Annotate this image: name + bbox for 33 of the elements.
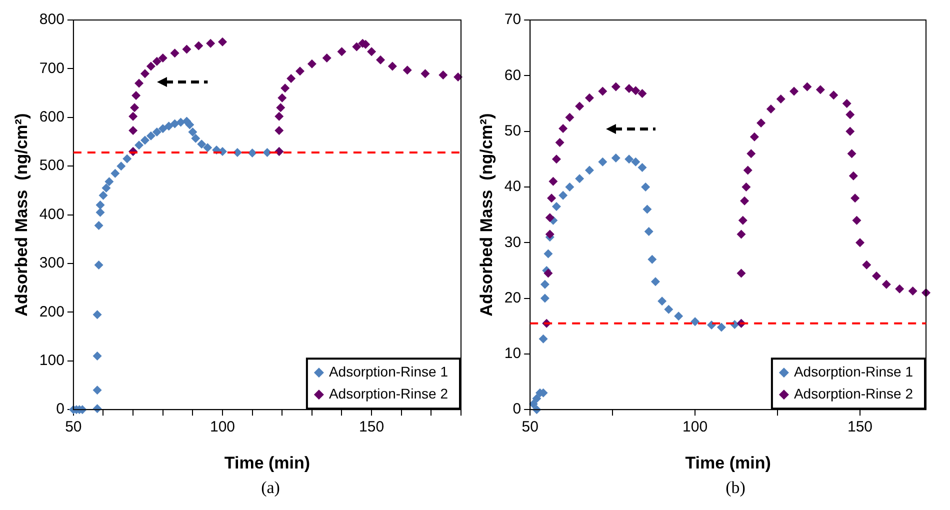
x-tick-label: 50 xyxy=(522,418,538,436)
y-tick-label: 100 xyxy=(39,352,64,370)
y-tick-label: 200 xyxy=(39,303,64,320)
y-tick-label: 70 xyxy=(504,11,522,28)
y-tick-label: 700 xyxy=(39,60,64,77)
y-tick-label: 600 xyxy=(39,108,64,126)
y-tick-label: 500 xyxy=(39,157,64,174)
y-tick-label: 20 xyxy=(504,289,522,306)
y-axis-title: Adsorbed Mass (ng/cm²) xyxy=(476,113,496,316)
y-axis-title: Adsorbed Mass (ng/cm²) xyxy=(12,113,31,316)
text: (b) xyxy=(724,478,746,498)
y-tick-label: 60 xyxy=(504,66,522,84)
text: (a) xyxy=(260,478,281,498)
y-tick-label: 0 xyxy=(56,400,64,418)
y-tick-label: 800 xyxy=(39,11,64,28)
y-tick-label: 10 xyxy=(504,345,522,362)
legend-label: Adsorption-Rinse 2 xyxy=(328,385,448,402)
x-tick-label: 50 xyxy=(65,418,82,436)
x-tick-label: 100 xyxy=(682,418,708,436)
y-tick-label: 50 xyxy=(504,122,522,140)
y-tick-label: 0 xyxy=(512,400,522,418)
y-tick-label: 300 xyxy=(39,254,64,272)
y-tick-label: 400 xyxy=(39,206,64,223)
legend-label: Adsorption-Rinse 2 xyxy=(794,385,914,402)
y-tick-label: 30 xyxy=(504,234,522,251)
x-tick-label: 150 xyxy=(848,418,873,436)
x-axis-title: Time (min) xyxy=(224,453,310,472)
x-axis-title: Time (min) xyxy=(685,453,771,472)
y-tick-label: 40 xyxy=(504,178,522,196)
x-tick-label: 150 xyxy=(359,418,384,436)
legend-label: Adsorption-Rinse 1 xyxy=(328,363,448,380)
legend-label: Adsorption-Rinse 1 xyxy=(794,363,914,380)
x-tick-label: 100 xyxy=(210,418,236,436)
